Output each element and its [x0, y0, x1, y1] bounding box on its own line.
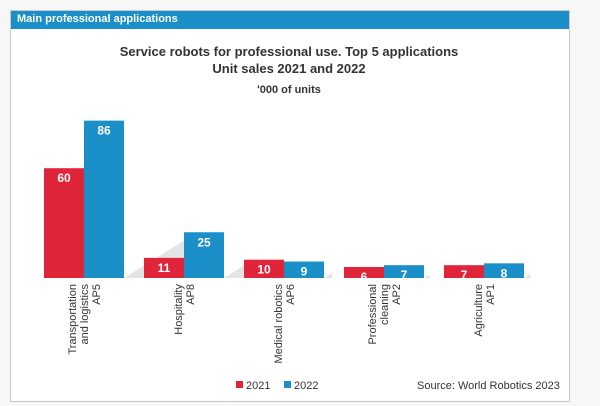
- bar-2021: [344, 267, 384, 278]
- data-label-2022: 8: [501, 266, 508, 280]
- legend-swatch-2021: [236, 381, 243, 388]
- bar-2022: [484, 263, 524, 278]
- data-label-2021: 11: [158, 261, 171, 275]
- category-label: Professional cleaning AP2: [367, 284, 403, 345]
- category-label-line: AP8: [185, 284, 197, 305]
- bar-2022: [384, 265, 424, 278]
- panel-header-title: Main professional applications: [17, 13, 178, 25]
- chart-unit: '000 of units: [257, 84, 321, 96]
- bar-shadow: [524, 273, 531, 278]
- data-label-2021: 10: [257, 263, 271, 277]
- category-label: Agriculture AP1: [473, 284, 497, 337]
- bar-2021: [144, 257, 184, 278]
- bars-layer: [44, 120, 524, 279]
- labels-layer: 60 86 11 25 10 9 6 7 7 8: [57, 124, 507, 284]
- bar-shadow: [424, 274, 430, 278]
- bar-shadow: [224, 265, 245, 278]
- bar-2021: [444, 265, 484, 278]
- category-label-line: AP6: [285, 284, 297, 305]
- category-label-line: Transportation: [67, 284, 79, 355]
- bar-2022: [184, 232, 224, 278]
- bar-2022: [84, 120, 124, 279]
- chart-subtitle: Unit sales 2021 and 2022: [212, 61, 365, 76]
- legend-label-2021: 2021: [246, 380, 270, 392]
- bar-2021: [44, 168, 84, 278]
- category-label-line: Professional: [367, 284, 379, 345]
- panel-header: Main professional applications: [11, 11, 569, 29]
- category-label: Medical robotics AP6: [273, 284, 297, 364]
- category-label-line: Medical robotics: [273, 284, 285, 364]
- legend: 2021 2022: [236, 380, 318, 392]
- legend-label-2022: 2022: [294, 380, 318, 392]
- category-label-line: Agriculture: [473, 284, 485, 337]
- data-label-2021: 60: [57, 171, 71, 185]
- source-note: Source: World Robotics 2023: [417, 380, 560, 392]
- category-label: Transportation and logistics AP5: [67, 284, 103, 355]
- category-labels: Transportation and logistics AP5 Hospitalit…: [67, 284, 497, 364]
- category-label: Hospitality AP8: [173, 284, 197, 335]
- data-label-2021: 7: [461, 268, 468, 282]
- category-label-line: AP1: [485, 284, 497, 305]
- data-label-2021: 6: [361, 270, 368, 284]
- chart-title: Service robots for professional use. Top…: [120, 44, 459, 59]
- data-label-2022: 86: [97, 124, 111, 138]
- category-label-line: AP2: [391, 284, 403, 305]
- bar-2022: [284, 261, 324, 278]
- category-label-line: AP5: [91, 284, 103, 305]
- bar-shadow: [324, 272, 333, 278]
- category-label-line: Hospitality: [173, 284, 185, 335]
- data-label-2022: 7: [401, 268, 408, 282]
- category-label-line: and logistics: [79, 284, 91, 345]
- category-label-line: cleaning: [379, 284, 391, 325]
- data-label-2022: 9: [301, 265, 308, 279]
- data-label-2022: 25: [197, 235, 211, 249]
- bar-2021: [244, 259, 284, 278]
- legend-swatch-2022: [284, 381, 291, 388]
